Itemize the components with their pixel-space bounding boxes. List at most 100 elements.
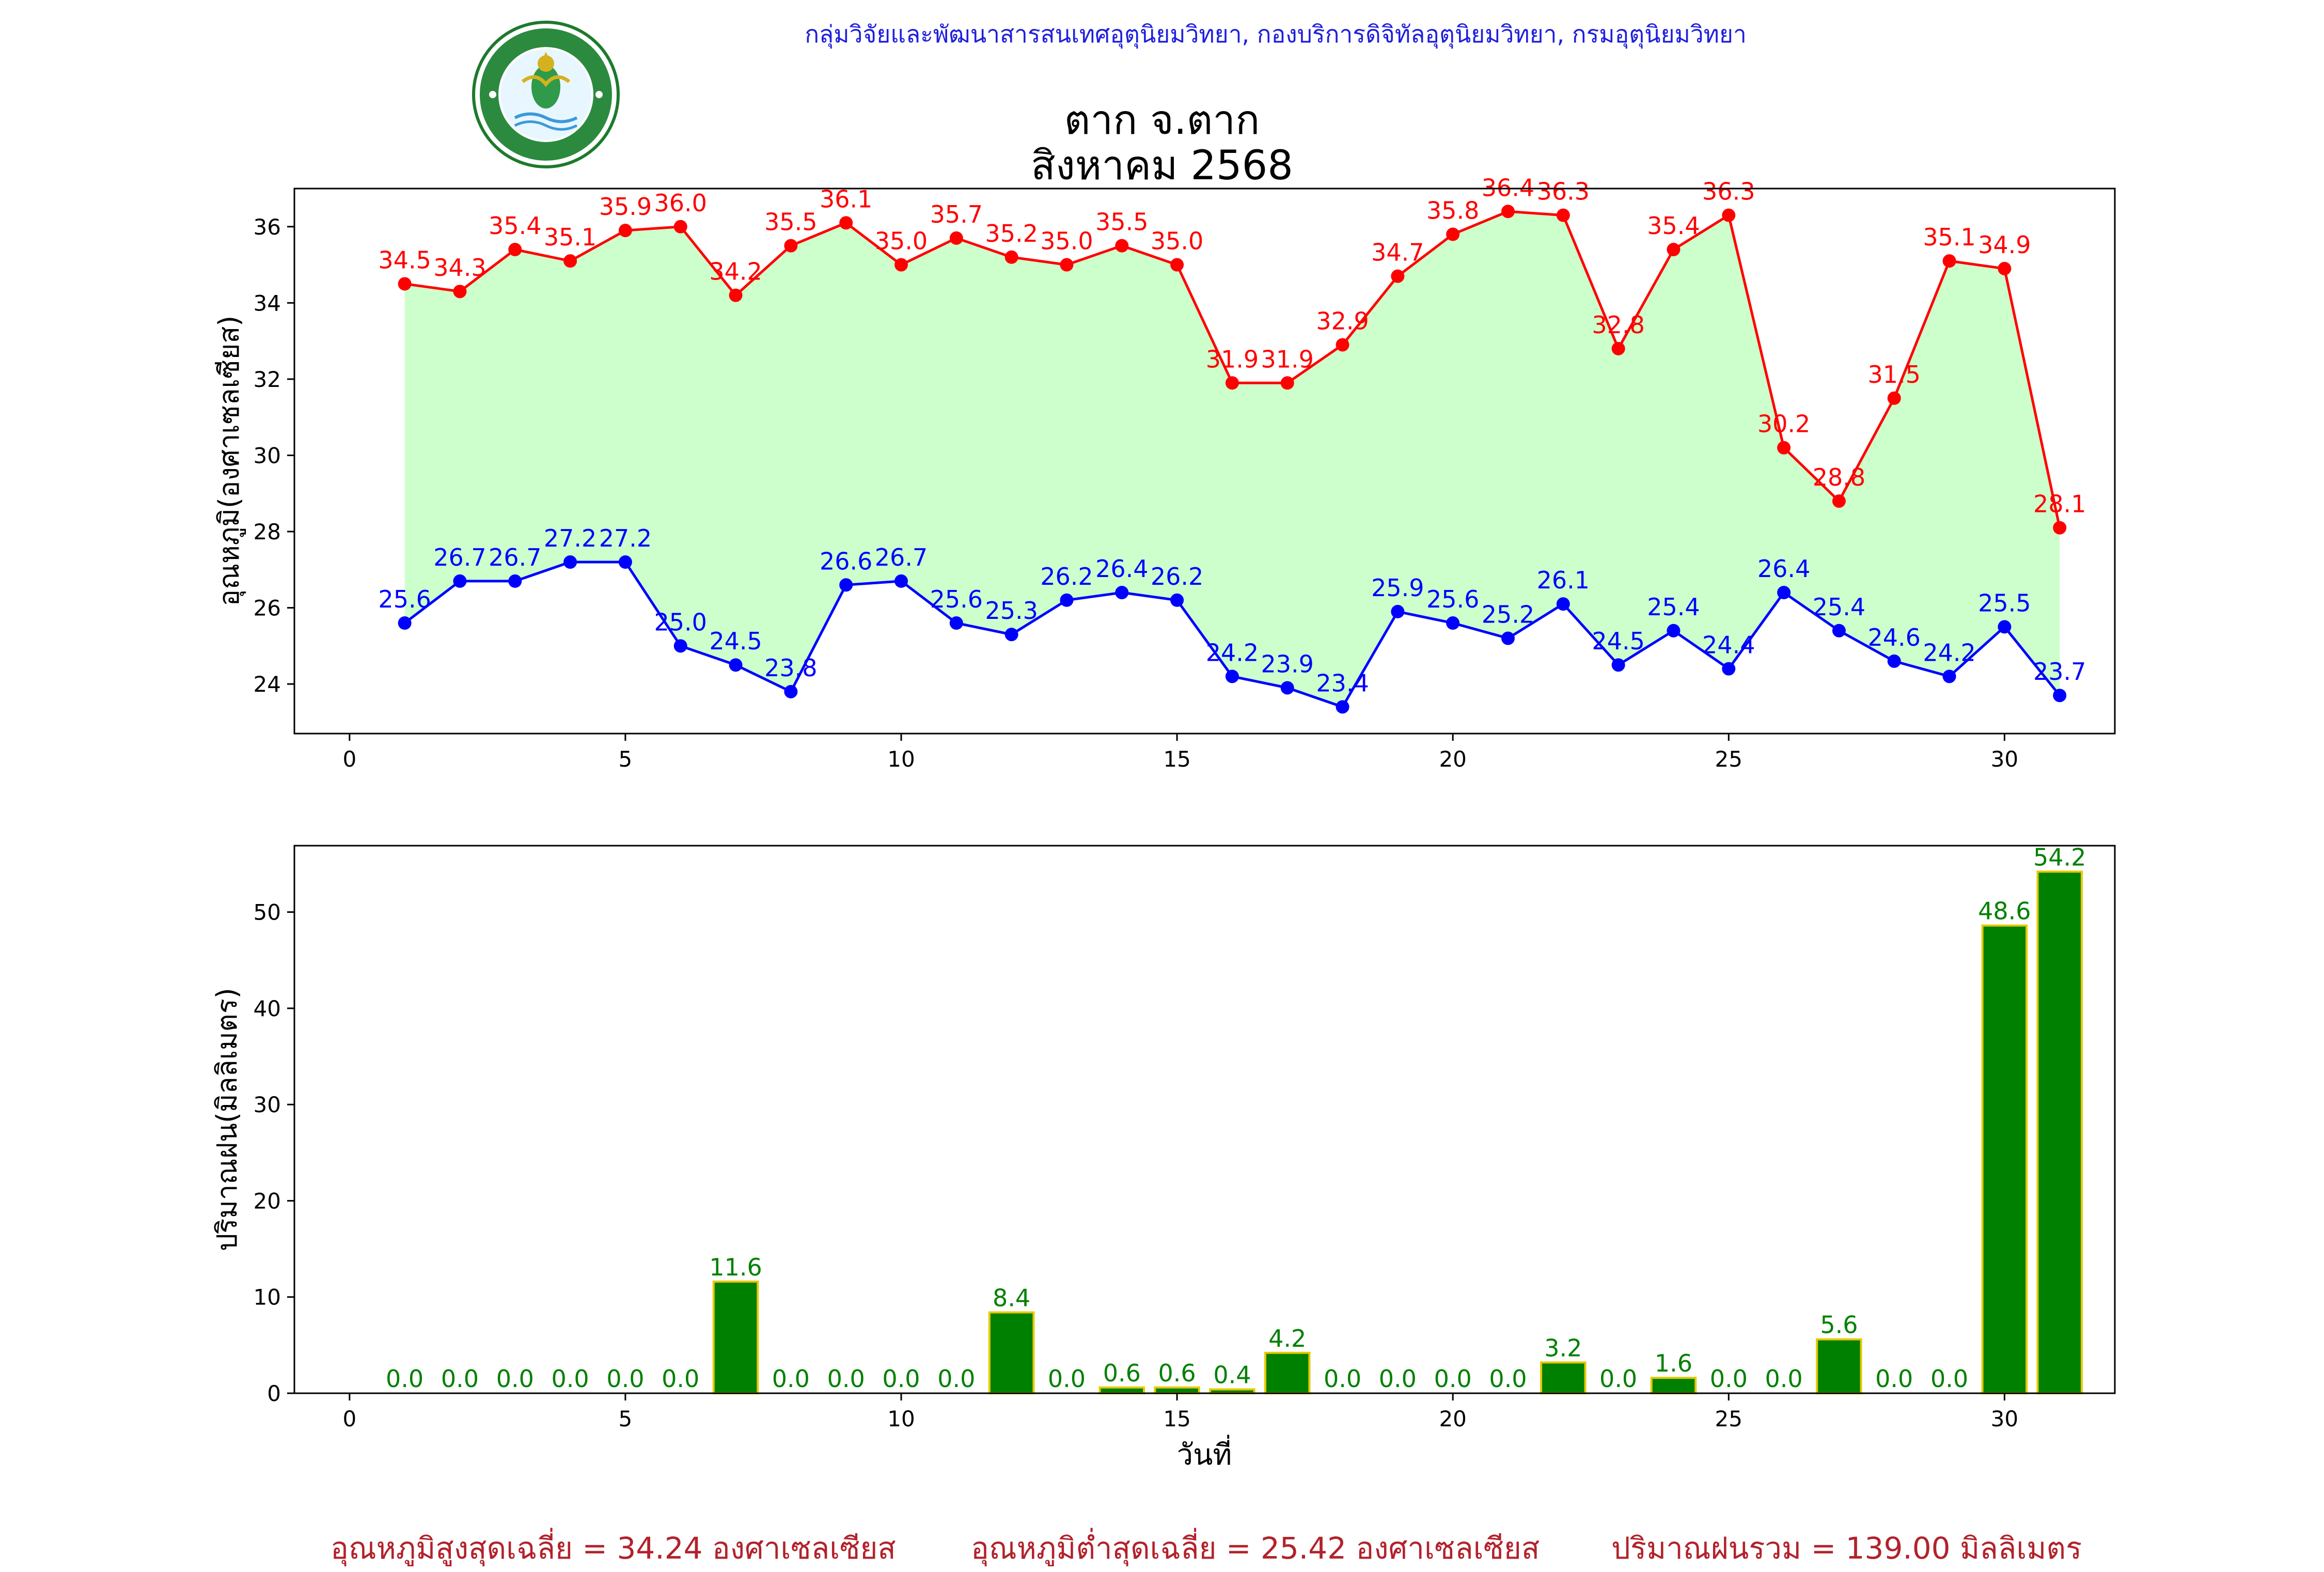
rainfall-bar-label: 0.4 (1213, 1361, 1251, 1389)
temperature-y-tick-label: 26 (254, 596, 281, 621)
rainfall-bar-label: 0.0 (1379, 1365, 1417, 1393)
rainfall-bar-label: 0.0 (882, 1365, 920, 1393)
rainfall-y-tick-label: 0 (267, 1381, 281, 1406)
temperature-max-point (784, 239, 798, 253)
rainfall-bar (1816, 1338, 1862, 1394)
temperature-min-point (453, 574, 467, 588)
rainfall-bar-label: 0.0 (1324, 1365, 1361, 1393)
temperature-min-label: 24.4 (1702, 631, 1755, 659)
rainfall-x-tick-label: 0 (342, 1406, 356, 1431)
rainfall-bar-label: 1.6 (1655, 1349, 1692, 1377)
rainfall-bar (1154, 1386, 1200, 1395)
temperature-min-point (949, 616, 963, 630)
temperature-min-label: 27.2 (599, 524, 652, 552)
temperature-min-label: 26.7 (875, 543, 928, 571)
temperature-min-point (1446, 616, 1460, 630)
rainfall-bar (1098, 1386, 1145, 1395)
temperature-max-label: 36.1 (820, 185, 872, 213)
temperature-min-label: 23.9 (1261, 650, 1314, 678)
rainfall-bar (712, 1280, 759, 1395)
temperature-max-label: 35.5 (764, 208, 817, 236)
temperature-min-label: 24.2 (1923, 639, 1975, 666)
temperature-min-point (729, 658, 743, 672)
temperature-max-point (1777, 441, 1791, 455)
temperature-min-point (784, 684, 798, 698)
temperature-max-label: 34.9 (1978, 231, 2031, 259)
temperature-chart: 34.5 34.335.4 35.135.9 36.034.235.536.135.0… (213, 174, 2116, 772)
temperature-max-point (1556, 208, 1570, 222)
temperature-y-tick-label: 30 (254, 443, 281, 468)
temperature-max-point (2053, 521, 2067, 535)
rainfall-bar-label: 48.6 (1978, 897, 2031, 925)
rainfall-bar-label: 0.0 (441, 1365, 479, 1393)
temperature-max-label: 36.3 (1537, 178, 1590, 206)
rainfall-bar-label: 0.0 (1710, 1365, 1748, 1393)
temperature-min-point (894, 574, 908, 588)
temperature-min-point (563, 555, 577, 569)
rainfall-plot-frame (293, 845, 2116, 1394)
rainfall-y-tick-label: 10 (254, 1285, 281, 1310)
temperature-max-point (1832, 494, 1846, 508)
rainfall-bar-label: 0.0 (1875, 1365, 1913, 1393)
temperature-max-point (1501, 205, 1515, 219)
temperature-min-point (1060, 593, 1074, 607)
temperature-min-label: 26.7 (433, 543, 486, 571)
temperature-max-label: 31.9 (1261, 345, 1314, 373)
rainfall-bar (1540, 1361, 1587, 1395)
rainfall-bar-label: 0.0 (1489, 1365, 1527, 1393)
rainfall-y-axis-label: ปริมาณฝน(มิลลิเมตร) (211, 988, 243, 1251)
rainfall-bar-label: 0.6 (1103, 1359, 1141, 1387)
temperature-max-label: 30.2 (1757, 410, 1810, 438)
rainfall-bar-label: 0.0 (937, 1365, 975, 1393)
temperature-max-label: 32.8 (1592, 311, 1644, 339)
temperature-max-label: 35.7 (930, 200, 983, 228)
temperature-min-label: 25.2 (1482, 601, 1534, 629)
rainfall-bar (2036, 870, 2083, 1395)
average-min-temperature: อุณหภูมิต่ำสุดเฉลี่ย = 25.42 องศาเซลเซีย… (971, 1531, 1540, 1566)
temperature-max-label: 36.3 (1702, 178, 1755, 206)
temperature-min-point (1225, 670, 1239, 683)
rainfall-x-tick-label: 30 (1991, 1406, 2018, 1431)
temperature-min-point (1556, 597, 1570, 611)
temperature-max-label: 31.5 (1868, 361, 1921, 388)
temperature-max-point (1280, 376, 1294, 390)
temperature-max-point (508, 243, 522, 257)
temperature-min-point (1336, 700, 1349, 714)
temperature-x-tick-label: 20 (1439, 746, 1466, 772)
station-title: ตาก จ.ตาก (1064, 97, 1260, 144)
temperature-max-label: 28.1 (2033, 490, 2086, 518)
temperature-max-point (563, 254, 577, 268)
temperature-max-label: 34.2 (709, 258, 762, 286)
temperature-max-label: 35.2 (985, 220, 1038, 247)
rainfall-bar-label: 0.0 (386, 1365, 423, 1393)
temperature-min-point (508, 574, 522, 588)
temperature-min-point (673, 639, 687, 653)
rainfall-bar-label: 0.0 (1765, 1365, 1803, 1393)
temperature-max-label: 34.7 (1371, 239, 1424, 267)
rainfall-x-tick-label: 10 (887, 1406, 915, 1431)
temperature-x-tick-label: 30 (1991, 746, 2018, 772)
temperature-min-label: 26.4 (1757, 555, 1810, 583)
temperature-max-label: 35.8 (1426, 197, 1479, 225)
temperature-min-label: 26.2 (1040, 563, 1093, 590)
temperature-max-label: 28.8 (1813, 463, 1865, 491)
rainfall-bar-label: 11.6 (709, 1253, 762, 1281)
temperature-min-label: 24.6 (1868, 624, 1921, 651)
temperature-y-axis-label: อุณหภูมิ(องศาเซลเซียส) (213, 316, 246, 606)
temperature-min-point (1391, 604, 1405, 618)
rainfall-bar-label: 54.2 (2033, 843, 2086, 871)
temperature-y-tick-label: 32 (254, 367, 281, 392)
temperature-min-label: 25.4 (1647, 593, 1700, 621)
temperature-max-point (1060, 258, 1074, 272)
rainfall-bar (1981, 924, 2028, 1395)
rainfall-bar-label: 0.0 (1930, 1365, 1968, 1393)
temperature-min-point (1942, 670, 1956, 683)
temperature-min-label: 25.6 (1426, 585, 1479, 613)
temperature-min-label: 25.6 (930, 585, 983, 613)
temperature-min-point (2053, 689, 2067, 703)
temperature-max-label: 35.0 (1151, 227, 1203, 255)
rainfall-x-tick-label: 15 (1163, 1406, 1190, 1431)
temperature-max-label: 35.4 (489, 212, 541, 240)
temperature-min-label: 23.4 (1316, 669, 1369, 697)
